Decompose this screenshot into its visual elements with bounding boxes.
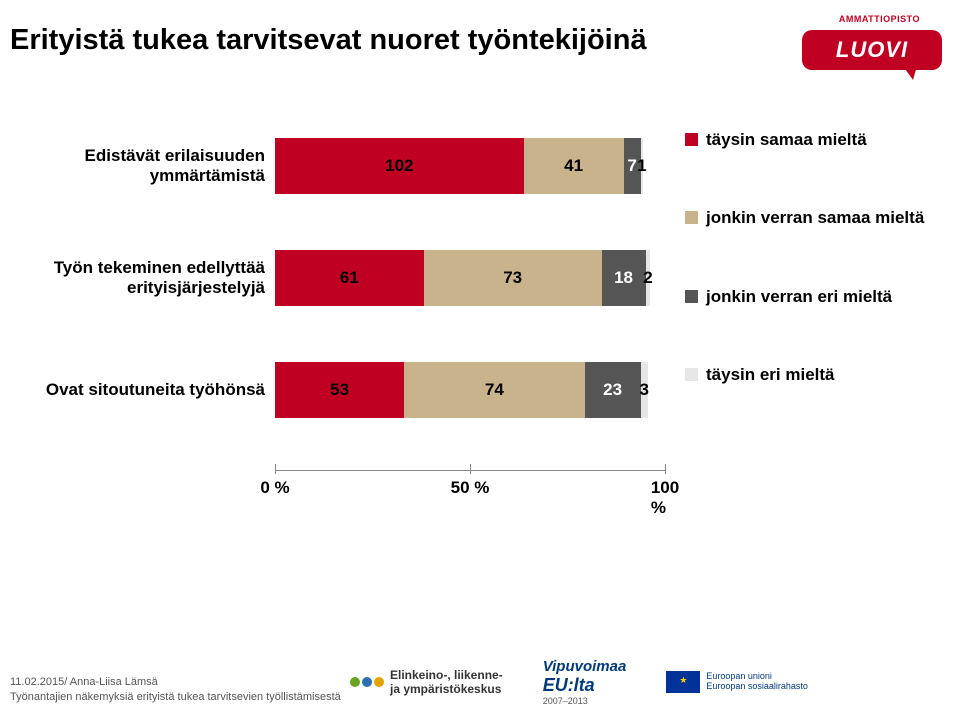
legend-label: jonkin verran eri mieltä [706, 287, 892, 307]
eu-text: Euroopan unioni Euroopan sosiaalirahasto [706, 672, 808, 692]
category-label: Edistävät erilaisuuden ymmärtämistä [0, 146, 275, 185]
legend-item: täysin eri mieltä [685, 365, 945, 385]
footer-line2: Työnantajien näkemyksiä erityistä tukea … [10, 690, 341, 704]
legend-swatch-icon [685, 290, 698, 303]
legend-swatch-icon [685, 133, 698, 146]
vipuvoimaa-logo: Vipuvoimaa EU:lta 2007–2013 [543, 658, 627, 706]
bar-segment: 41 [524, 138, 624, 194]
eu-logo: Euroopan unioni Euroopan sosiaalirahasto [666, 671, 808, 693]
legend-item: jonkin verran eri mieltä [685, 287, 945, 307]
page-title: Erityistä tukea tarvitsevat nuoret työnt… [10, 24, 647, 57]
bar-segment: 61 [275, 250, 424, 306]
bar-segment: 3 [641, 362, 648, 418]
bar-track: 5374233 [275, 362, 665, 418]
bar-segment: 2 [646, 250, 651, 306]
bar-segment: 18 [602, 250, 646, 306]
eu-line2: Euroopan sosiaalirahasto [706, 682, 808, 692]
logo-bubble: LUOVI [802, 30, 942, 70]
legend-swatch-icon [685, 368, 698, 381]
footer-credit: 11.02.2015/ Anna-Liisa Lämsä Työnantajie… [10, 675, 341, 704]
eu-flag-icon [666, 671, 700, 693]
legend-label: täysin samaa mieltä [706, 130, 867, 150]
axis-tick [665, 464, 666, 474]
bar-segment: 23 [585, 362, 641, 418]
axis-tick [275, 464, 276, 474]
vipu-years: 2007–2013 [543, 696, 627, 706]
footer-line1: 11.02.2015/ Anna-Liisa Lämsä [10, 675, 341, 689]
ely-label: Elinkeino-, liikenne- ja ympäristökeskus [390, 668, 503, 696]
legend-label: täysin eri mieltä [706, 365, 835, 385]
ely-dots-icon [350, 677, 384, 687]
category-label: Työn tekeminen edellyttää erityisjärjest… [0, 258, 275, 297]
legend-swatch-icon [685, 211, 698, 224]
bar-segment: 53 [275, 362, 404, 418]
logo-tail-icon [903, 66, 917, 80]
axis-tick-label: 50 % [451, 478, 490, 498]
footer-logos: Elinkeino-, liikenne- ja ympäristökeskus… [350, 658, 808, 706]
x-axis: 0 %50 %100 % [275, 470, 665, 500]
bar-segment: 74 [404, 362, 584, 418]
legend-label: jonkin verran samaa mieltä [706, 208, 924, 228]
axis-tick-label: 0 % [260, 478, 289, 498]
legend-item: jonkin verran samaa mieltä [685, 208, 945, 228]
vipu-top: Vipuvoimaa [543, 658, 627, 675]
axis-tick [470, 464, 471, 474]
ely-logo: Elinkeino-, liikenne- ja ympäristökeskus [350, 668, 503, 696]
chart-legend: täysin samaa mieltä jonkin verran samaa m… [685, 130, 945, 444]
bar-track: 1024171 [275, 138, 665, 194]
bar-track: 6173182 [275, 250, 665, 306]
brand-logo: AMMATTIOPISTO LUOVI [792, 10, 942, 76]
bar-segment: 102 [275, 138, 524, 194]
category-label: Ovat sitoutuneita työhönsä [0, 380, 275, 400]
axis-tick-label: 100 % [651, 478, 679, 518]
logo-top-label: AMMATTIOPISTO [839, 14, 920, 24]
legend-item: täysin samaa mieltä [685, 130, 945, 150]
bar-segment: 1 [641, 138, 643, 194]
vipu-main: EU:lta [543, 675, 627, 696]
bar-segment: 73 [424, 250, 602, 306]
